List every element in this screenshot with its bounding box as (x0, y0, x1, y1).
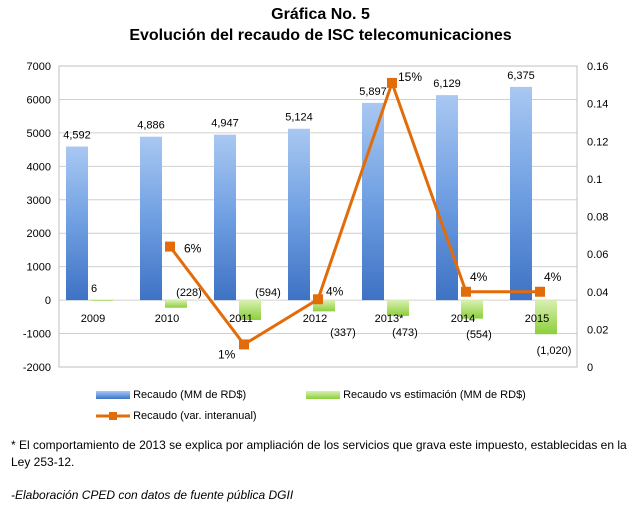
marker-variation (535, 286, 545, 297)
line-variation (168, 78, 540, 347)
source-note: -Elaboración CPED con datos de fuente pú… (11, 488, 294, 502)
y-tick-right: 0.1 (587, 174, 602, 186)
label-deviation: 6 (91, 283, 97, 295)
x-tick: 2014 (451, 313, 475, 325)
y-tick-left: 1000 (27, 262, 51, 274)
y-tick-left: -1000 (23, 329, 51, 341)
x-tick: 2013* (375, 313, 404, 325)
y-tick-right: 0.08 (587, 212, 608, 224)
label-recaudo: 6,129 (433, 78, 461, 90)
marker-variation (387, 77, 397, 88)
label-recaudo: 5,124 (285, 112, 313, 124)
chart-subtitle: Evolución del recaudo de ISC telecomunic… (129, 27, 512, 44)
bar-deviation (387, 300, 409, 316)
y-tick-left: 0 (45, 295, 51, 307)
bar-recaudo (288, 128, 310, 301)
bar-recaudo (436, 95, 458, 301)
x-tick: 2011 (229, 313, 253, 325)
y-tick-right: 0.12 (587, 136, 608, 148)
y-tick-left: 3000 (27, 195, 51, 207)
legend-swatch-blue (96, 391, 130, 400)
bar-deviation (535, 300, 557, 335)
bar-recaudo (510, 86, 532, 301)
y-tick-left: 6000 (27, 94, 51, 106)
bar-deviation (91, 299, 113, 301)
legend-label-variation: Recaudo (var. interanual) (133, 410, 257, 422)
y-tick-right: 0.02 (587, 324, 608, 336)
bar-recaudo (66, 146, 88, 301)
legend-swatch-line (96, 412, 130, 421)
marker-variation (239, 339, 249, 350)
bar-deviation (461, 300, 483, 319)
y-tick-right: 0.16 (587, 61, 608, 73)
label-recaudo: 4,886 (137, 120, 165, 132)
y-tick-right: 0.06 (587, 249, 608, 261)
chart-canvas: -2000 -1000 0 1000 2000 3000 4000 5000 6000 7000 0… (23, 61, 609, 374)
legend-label-recaudo: Recaudo (MM de RD$) (133, 389, 247, 401)
x-tick: 2012 (303, 313, 327, 325)
y-tick-right: 0.04 (587, 287, 608, 299)
bar-deviation (239, 300, 261, 320)
y-tick-left: 7000 (27, 61, 51, 73)
label-variation: 6% (184, 242, 202, 256)
marker-variation (461, 286, 471, 297)
chart-title: Gráfica No. 5 (271, 6, 370, 23)
legend-label-deviation: Recaudo vs estimación (MM de RD$) (343, 389, 526, 401)
label-deviation: (337) (330, 327, 356, 339)
x-tick: 2015 (525, 313, 549, 325)
bar-recaudo (214, 134, 236, 301)
y-tick-left: 5000 (27, 128, 51, 140)
label-variation: 15% (398, 70, 422, 84)
footnote: * El comportamiento de 2013 se explica p… (11, 438, 627, 469)
label-deviation: (473) (392, 327, 418, 339)
label-variation: 4% (544, 270, 562, 284)
label-variation: 4% (326, 284, 344, 298)
x-tick: 2010 (155, 313, 179, 325)
legend-recaudo: Recaudo (MM de RD$) (96, 389, 246, 401)
y-tick-right: 0 (587, 362, 593, 374)
legend-variation: Recaudo (var. interanual) (96, 410, 257, 422)
bar-deviation (313, 300, 335, 312)
y-tick-right: 0.14 (587, 99, 608, 111)
label-deviation: (594) (255, 287, 281, 299)
legend-swatch-green (306, 391, 340, 400)
plot-frame (58, 65, 578, 368)
y-tick-left: -2000 (23, 362, 51, 374)
label-deviation: (228) (176, 287, 202, 299)
label-deviation: (1,020) (537, 345, 572, 357)
label-recaudo: 4,947 (211, 118, 239, 130)
y-tick-left: 2000 (27, 228, 51, 240)
y-tick-left: 4000 (27, 161, 51, 173)
legend-deviation: Recaudo vs estimación (MM de RD$) (306, 389, 526, 401)
label-recaudo: 6,375 (507, 70, 535, 82)
marker-variation (165, 241, 175, 252)
label-recaudo: 4,592 (63, 130, 91, 142)
bar-deviation (165, 300, 187, 308)
bar-recaudo (362, 102, 384, 301)
label-recaudo: 5,897 (359, 86, 387, 98)
x-tick: 2009 (81, 313, 105, 325)
bar-recaudo (140, 136, 162, 301)
marker-variation (313, 294, 323, 305)
label-variation: 4% (470, 270, 488, 284)
label-variation: 1% (218, 347, 236, 361)
label-deviation: (554) (466, 329, 492, 341)
